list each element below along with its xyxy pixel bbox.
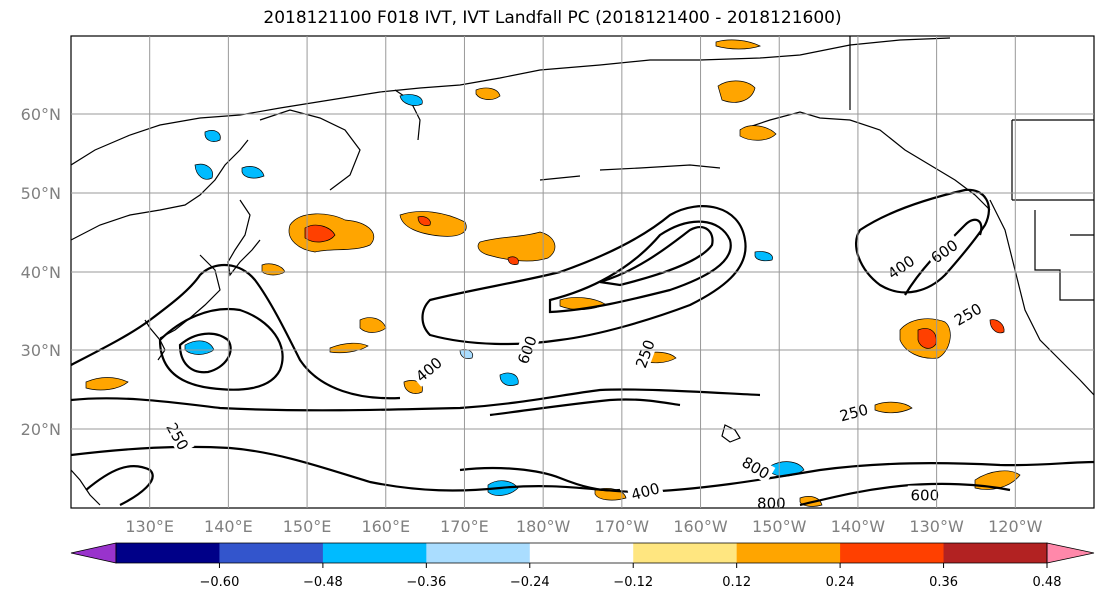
colorbar-tick-label: 0.12 (722, 575, 751, 590)
colorbar-tick-label: −0.24 (510, 575, 550, 590)
longitude-label: 150°E (283, 517, 332, 536)
colorbar-segment (529, 543, 634, 563)
longitude-label: 160°E (361, 517, 410, 536)
colorbar-segment (943, 543, 1048, 563)
colorbar-segment (736, 543, 841, 563)
colorbar-extend-min (70, 542, 117, 564)
contour-label: 800 (757, 494, 786, 512)
longitude-label: 150°W (752, 517, 807, 536)
contour-label: 400 (629, 479, 661, 504)
colorbar-segment (633, 543, 738, 563)
colorbar-tick-label: −0.48 (303, 575, 343, 590)
colorbar-segment (840, 543, 945, 563)
latitude-label: 30°N (21, 341, 61, 360)
ivt-pc-shading (85, 39, 1021, 507)
colorbar-segment (426, 543, 531, 563)
colorbar (70, 542, 1095, 564)
contour-label-bg (754, 493, 789, 508)
latitude-label: 60°N (21, 105, 61, 124)
latitude-label: 40°N (21, 263, 61, 282)
contour-label-bg (409, 351, 448, 387)
longitude-labels: 130°E 140°E 150°E 160°E 170°E 180°W 170°W 160°W… (125, 517, 1042, 536)
colorbar-segment (219, 543, 324, 563)
contour-label-bg (626, 477, 664, 504)
longitude-label: 140°W (831, 517, 886, 536)
contour-label-bg (161, 416, 195, 456)
colorbar-tick-label: −0.36 (406, 575, 446, 590)
longitude-label: 140°E (204, 517, 253, 536)
ivt-contours (71, 188, 1094, 507)
longitude-label: 130°W (909, 517, 964, 536)
contour-label-bg (948, 297, 987, 331)
contour-label-bg (630, 334, 659, 373)
latitude-label: 50°N (21, 184, 61, 203)
colorbar-segment (322, 543, 427, 563)
contour-label: 600 (910, 487, 939, 505)
colorbar-tick-label: −0.60 (200, 575, 240, 590)
contour-label-bg (834, 398, 873, 426)
latitude-labels: 60°N 50°N 40°N 30°N 20°N (21, 105, 61, 439)
contour-label-bg (924, 233, 963, 268)
colorbar-tick-label: 0.24 (826, 575, 855, 590)
longitude-label: 130°E (125, 517, 174, 536)
colorbar-segment (116, 543, 220, 563)
longitude-label: 160°W (673, 517, 728, 536)
longitude-label: 170°E (440, 517, 489, 536)
longitude-label: 120°W (988, 517, 1043, 536)
coastlines (71, 36, 1094, 506)
colorbar-tick-label: 0.48 (1033, 575, 1062, 590)
latitude-label: 20°N (21, 420, 61, 439)
colorbar-extend-max (1046, 542, 1095, 564)
plot-title: 2018121100 F018 IVT, IVT Landfall PC (20… (263, 8, 842, 28)
longitude-label: 180°W (516, 517, 571, 536)
colorbar-ticks: −0.60 −0.48 −0.36 −0.24 −0.12 0.12 0.24 0.36 0.4… (200, 563, 1062, 590)
longitude-label: 170°W (595, 517, 650, 536)
contour-label-bg (907, 485, 942, 504)
gridlines (71, 36, 1094, 508)
contour-label-bg (736, 450, 776, 484)
contour-label: 250 (632, 337, 659, 370)
contour-label-bg (881, 249, 920, 284)
colorbar-tick-label: 0.36 (929, 575, 958, 590)
contour-label: 250 (838, 401, 870, 426)
colorbar-tick-label: −0.12 (613, 575, 653, 590)
